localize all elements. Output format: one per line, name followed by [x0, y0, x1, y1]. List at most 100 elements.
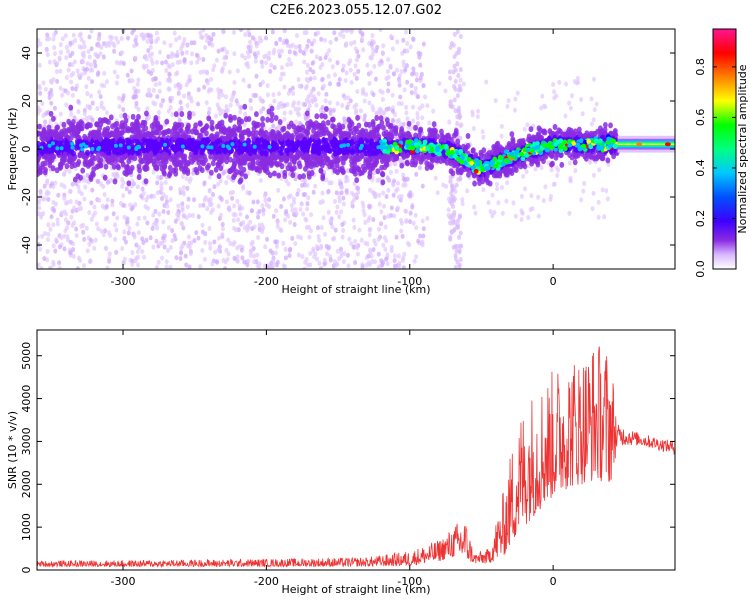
spectrogram-noise-mark: [196, 214, 201, 220]
spectrogram-noise-mark: [294, 210, 299, 216]
spectrogram-noise-mark: [75, 68, 80, 74]
spectrogram-noise-mark: [122, 229, 127, 235]
spectrogram-noise-mark: [146, 48, 151, 54]
spectrogram-noise-mark: [304, 83, 309, 89]
spectrogram-noise-mark: [210, 191, 215, 197]
spectrogram-noise-mark: [63, 33, 68, 39]
spectrogram-noise-mark: [371, 107, 376, 113]
spectrogram-noise-mark: [471, 125, 476, 131]
spectrogram-noise-mark: [297, 43, 302, 49]
spectrogram-noise-mark: [58, 49, 63, 55]
spectrogram-noise-mark: [286, 90, 291, 96]
spectrogram-noise-mark: [328, 218, 333, 224]
spectrogram-noise-mark: [242, 225, 247, 231]
spectrogram-noise-mark: [257, 208, 262, 214]
spectrogram-noise-mark: [411, 220, 416, 226]
spectrogram-noise-mark: [220, 67, 225, 73]
spectrogram-noise-mark: [417, 105, 422, 111]
spectrogram-noise-mark: [76, 206, 81, 212]
spectrogram-noise-mark: [568, 175, 573, 181]
spectrogram-noise-mark: [413, 212, 418, 218]
spectrogram-noise-mark: [263, 244, 268, 250]
spectrogram-noise-mark: [448, 44, 453, 50]
spectrogram-noise-mark: [133, 258, 138, 264]
spectrogram-noise-mark: [85, 61, 90, 67]
spectrogram-noise-mark: [69, 214, 74, 220]
spectrogram-noise-mark: [330, 64, 335, 70]
spectrogram-band-mark: [380, 179, 386, 186]
spectrogram-noise-mark: [198, 203, 203, 209]
spectrogram-noise-mark: [418, 62, 423, 68]
spectrogram-noise-mark: [110, 35, 115, 41]
spectrogram-noise-mark: [262, 193, 267, 199]
spectrogram-noise-mark: [350, 200, 355, 206]
spectrogram-noise-mark: [60, 36, 65, 42]
spectrogram-band-mark: [455, 138, 461, 145]
spectrogram-noise-mark: [235, 254, 240, 260]
spectrogram-noise-mark: [519, 193, 524, 199]
spectrogram-noise-mark: [243, 111, 248, 117]
spectrogram-noise-mark: [380, 262, 385, 268]
spectrogram-noise-mark: [155, 190, 160, 196]
spectrogram-noise-mark: [270, 29, 275, 35]
spectrogram-noise-mark: [600, 187, 605, 193]
spectrogram-noise-mark: [405, 79, 410, 85]
spectrogram-noise-mark: [382, 110, 387, 116]
spectrogram-noise-mark: [239, 105, 244, 111]
spectrogram-noise-mark: [330, 224, 335, 230]
spectrogram-noise-mark: [273, 239, 278, 245]
spectrogram-noise-mark: [122, 214, 127, 220]
spectrogram-noise-mark: [163, 179, 168, 185]
spectrogram-noise-mark: [268, 248, 273, 254]
spectrogram-band-mark: [525, 136, 531, 143]
spectrogram-noise-mark: [71, 253, 76, 259]
spectrogram-noise-mark: [300, 254, 305, 260]
spectrogram-noise-mark: [87, 115, 92, 121]
spectrogram-band-mark: [209, 119, 215, 126]
spectrogram-band-mark: [68, 104, 74, 111]
spectrogram-noise-mark: [458, 67, 463, 73]
spectrogram-noise-mark: [326, 188, 331, 194]
spectrogram-noise-mark: [310, 98, 315, 104]
spectrogram-noise-mark: [139, 32, 144, 38]
spectrogram-noise-mark: [337, 214, 342, 220]
spectrogram-band-mark: [444, 132, 450, 139]
spectrogram-noise-mark: [451, 198, 456, 204]
spectrogram-band-mark: [318, 167, 324, 174]
spectrogram-noise-mark: [390, 92, 395, 98]
spectrogram-noise-mark: [263, 198, 268, 204]
spectrogram-noise-mark: [151, 193, 156, 199]
spectrogram-noise-mark: [392, 253, 397, 259]
spectrogram-band-mark: [470, 147, 476, 154]
spectrogram-noise-mark: [245, 214, 250, 220]
spectrogram-band-mark: [231, 174, 237, 181]
spectrogram-noise-mark: [73, 86, 78, 92]
spectrogram-noise-mark: [267, 197, 272, 203]
spectrogram-noise-mark: [305, 201, 310, 207]
spectrogram-noise-mark: [190, 51, 195, 57]
spectrogram-noise-mark: [97, 31, 102, 37]
spectrogram-noise-mark: [121, 193, 126, 199]
spectrogram-noise-mark: [367, 232, 372, 238]
spectrogram-noise-mark: [212, 184, 217, 190]
spectrogram-noise-mark: [374, 110, 379, 116]
spectrogram-noise-mark: [262, 54, 267, 60]
spectrogram-noise-mark: [397, 263, 402, 269]
spectrogram-noise-mark: [227, 69, 232, 75]
spectrogram-noise-mark: [51, 76, 56, 82]
spectrogram-noise-mark: [461, 81, 466, 87]
spectrogram-noise-mark: [49, 100, 54, 106]
figure-title: C2E6.2023.055.12.07.G02: [270, 3, 442, 18]
spectrogram-band-mark: [296, 160, 302, 167]
spectrogram-noise-mark: [104, 110, 109, 116]
spectrogram-noise-mark: [105, 197, 110, 203]
spectrogram-noise-mark: [221, 29, 226, 35]
spectrogram-noise-mark: [208, 241, 213, 247]
spectrogram-noise-mark: [397, 79, 402, 85]
spectrogram-band-mark: [379, 170, 385, 177]
spectrogram-noise-mark: [40, 233, 45, 239]
spectrogram-noise-mark: [423, 94, 428, 100]
spectrogram-noise-mark: [284, 208, 289, 214]
spectrogram-noise-mark: [220, 232, 225, 238]
spectrogram-noise-mark: [177, 187, 182, 193]
